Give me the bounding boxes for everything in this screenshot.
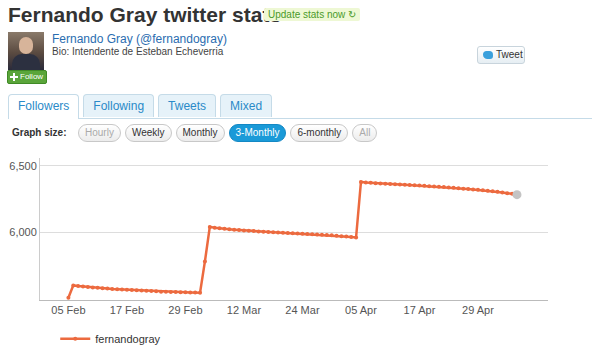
- html-text:Followers: Followers: [18, 99, 70, 113]
- svg-text:05 Feb: 05 Feb: [51, 304, 85, 316]
- html-text:Fernando Gray (@fernandogray): Fernando Gray (@fernandogray): [52, 32, 227, 46]
- html-text:Hourly: Hourly: [85, 127, 114, 138]
- html-text:Following: Following: [93, 99, 145, 113]
- svg-text:29 Feb: 29 Feb: [168, 304, 202, 316]
- svg-text:05 Apr: 05 Apr: [345, 304, 377, 316]
- html-text:Monthly: Monthly: [182, 127, 218, 138]
- html-text:All: All: [359, 127, 371, 138]
- html-text:Tweets: Tweets: [168, 99, 207, 113]
- svg-text:6,500: 6,500: [9, 160, 37, 172]
- svg-text:24 Mar: 24 Mar: [285, 304, 320, 316]
- html-text:Fernando Gray twitter stats: Fernando Gray twitter stats: [8, 3, 282, 26]
- svg-text:17 Apr: 17 Apr: [404, 304, 436, 316]
- html-text:6-monthly: 6-monthly: [297, 127, 342, 138]
- html-text:Mixed: Mixed: [230, 99, 263, 113]
- html-text:Weekly: Weekly: [131, 127, 165, 138]
- html-text:Tweet: Tweet: [496, 49, 523, 60]
- svg-text:6,000: 6,000: [9, 226, 37, 238]
- svg-text:17 Feb: 17 Feb: [110, 304, 144, 316]
- html-text:Bio: Intendente de Esteban Ech: Bio: Intendente de Esteban Echeverria: [52, 46, 224, 57]
- html-text:Follow: Follow: [20, 72, 44, 81]
- svg-text:12 Mar: 12 Mar: [227, 304, 262, 316]
- svg-text:fernandogray: fernandogray: [95, 333, 160, 345]
- html-text:3-Monthly: 3-Monthly: [235, 127, 280, 138]
- svg-text:29 Apr: 29 Apr: [462, 304, 494, 316]
- html-text:Graph size:: Graph size:: [12, 127, 67, 138]
- html-text:Update stats now ↻: Update stats now ↻: [268, 9, 357, 20]
